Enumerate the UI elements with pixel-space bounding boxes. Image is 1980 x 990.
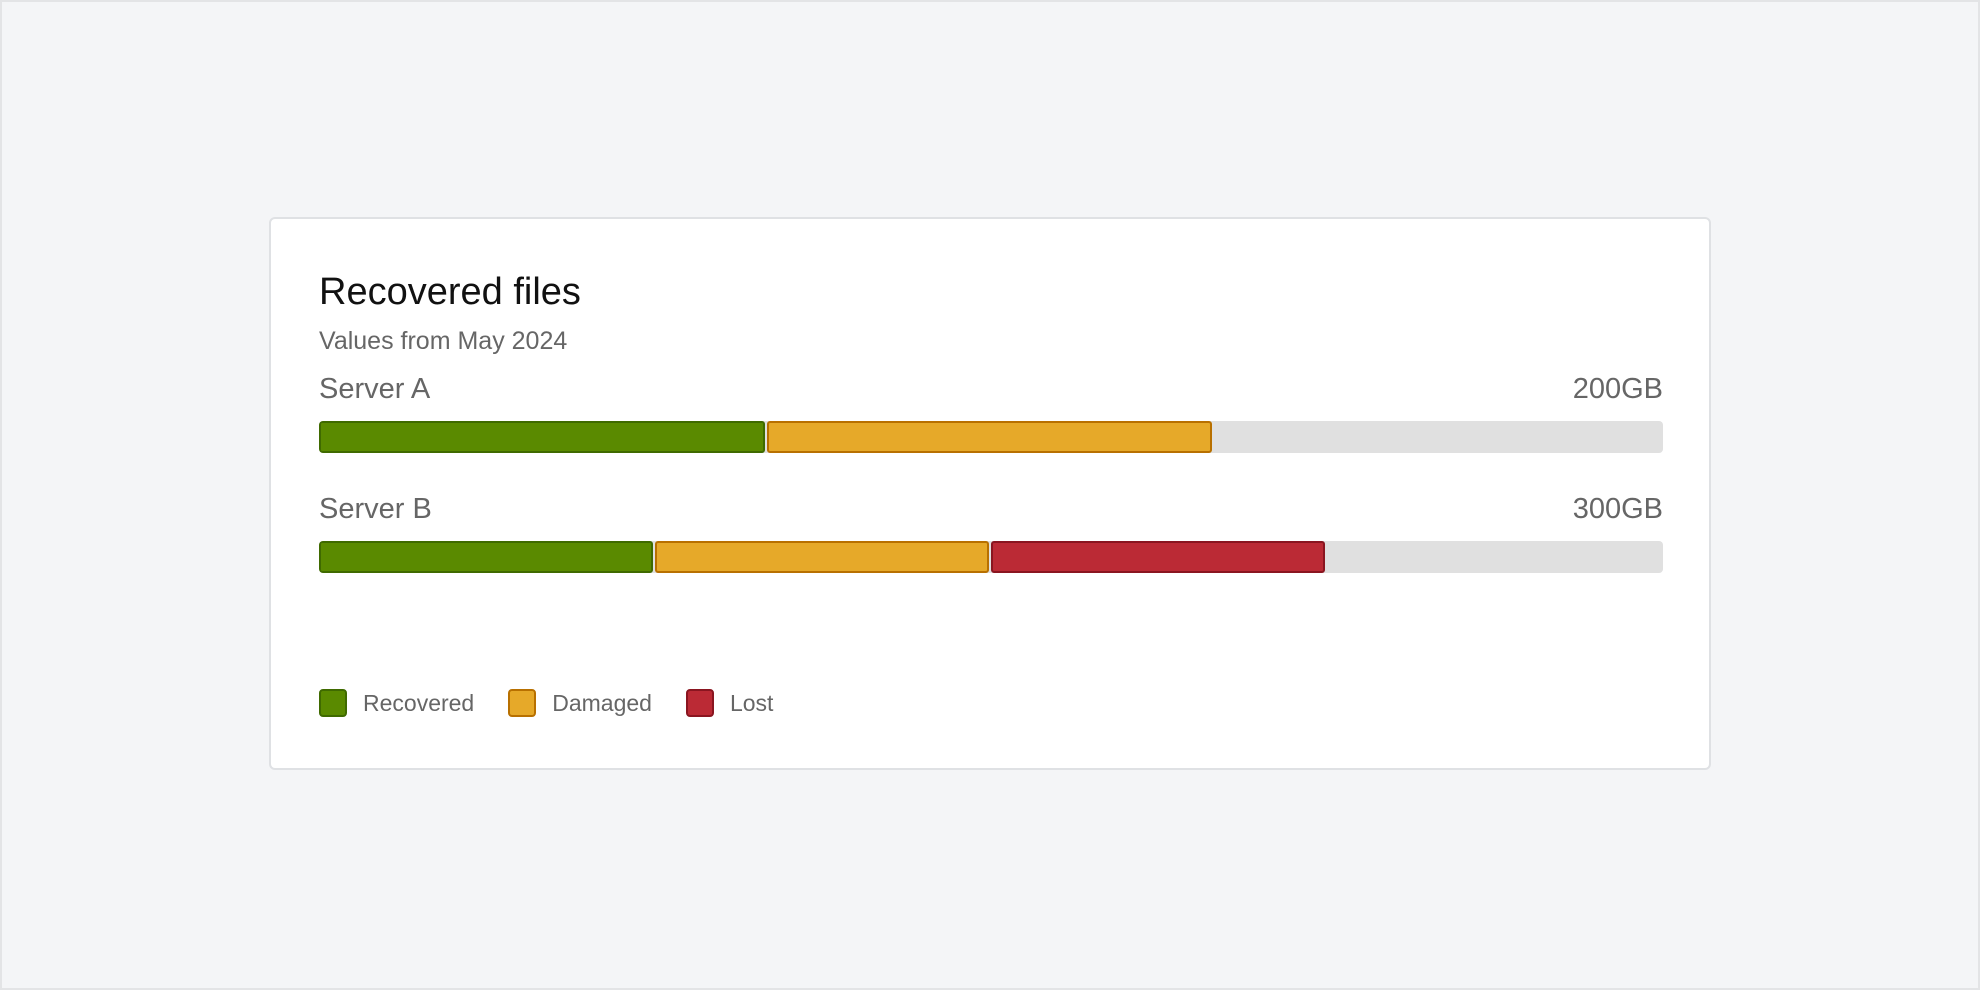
row-total: 200GB [1572,373,1663,405]
bar-track [319,541,1663,573]
row-total: 300GB [1572,493,1663,525]
chart-subtitle: Values from May 2024 [319,327,568,355]
bar-segment-damaged [655,541,989,573]
legend-label: Damaged [552,689,652,716]
legend-label: Recovered [363,689,475,716]
bar-segment-lost [991,541,1325,573]
bar-segment-damaged [766,421,1213,453]
bar-segment-recovered [319,421,765,453]
chart-card: Recovered files Values from May 2024 Ser… [269,217,1711,770]
chart-title: Recovered files [319,271,581,313]
legend-label: Lost [729,689,774,716]
legend-swatch [319,689,347,717]
legend-swatch [508,689,537,717]
bar-segment-recovered [319,541,653,573]
legend-item-damaged: Damaged [508,689,652,717]
bar-track [319,421,1663,453]
legend-item-recovered: Recovered [319,689,474,717]
legend: Recovered Damaged Lost [319,689,807,717]
row-label: Server B [319,493,432,525]
legend-item-lost: Lost [685,689,774,717]
row-label: Server A [319,373,431,405]
legend-swatch [685,689,714,717]
